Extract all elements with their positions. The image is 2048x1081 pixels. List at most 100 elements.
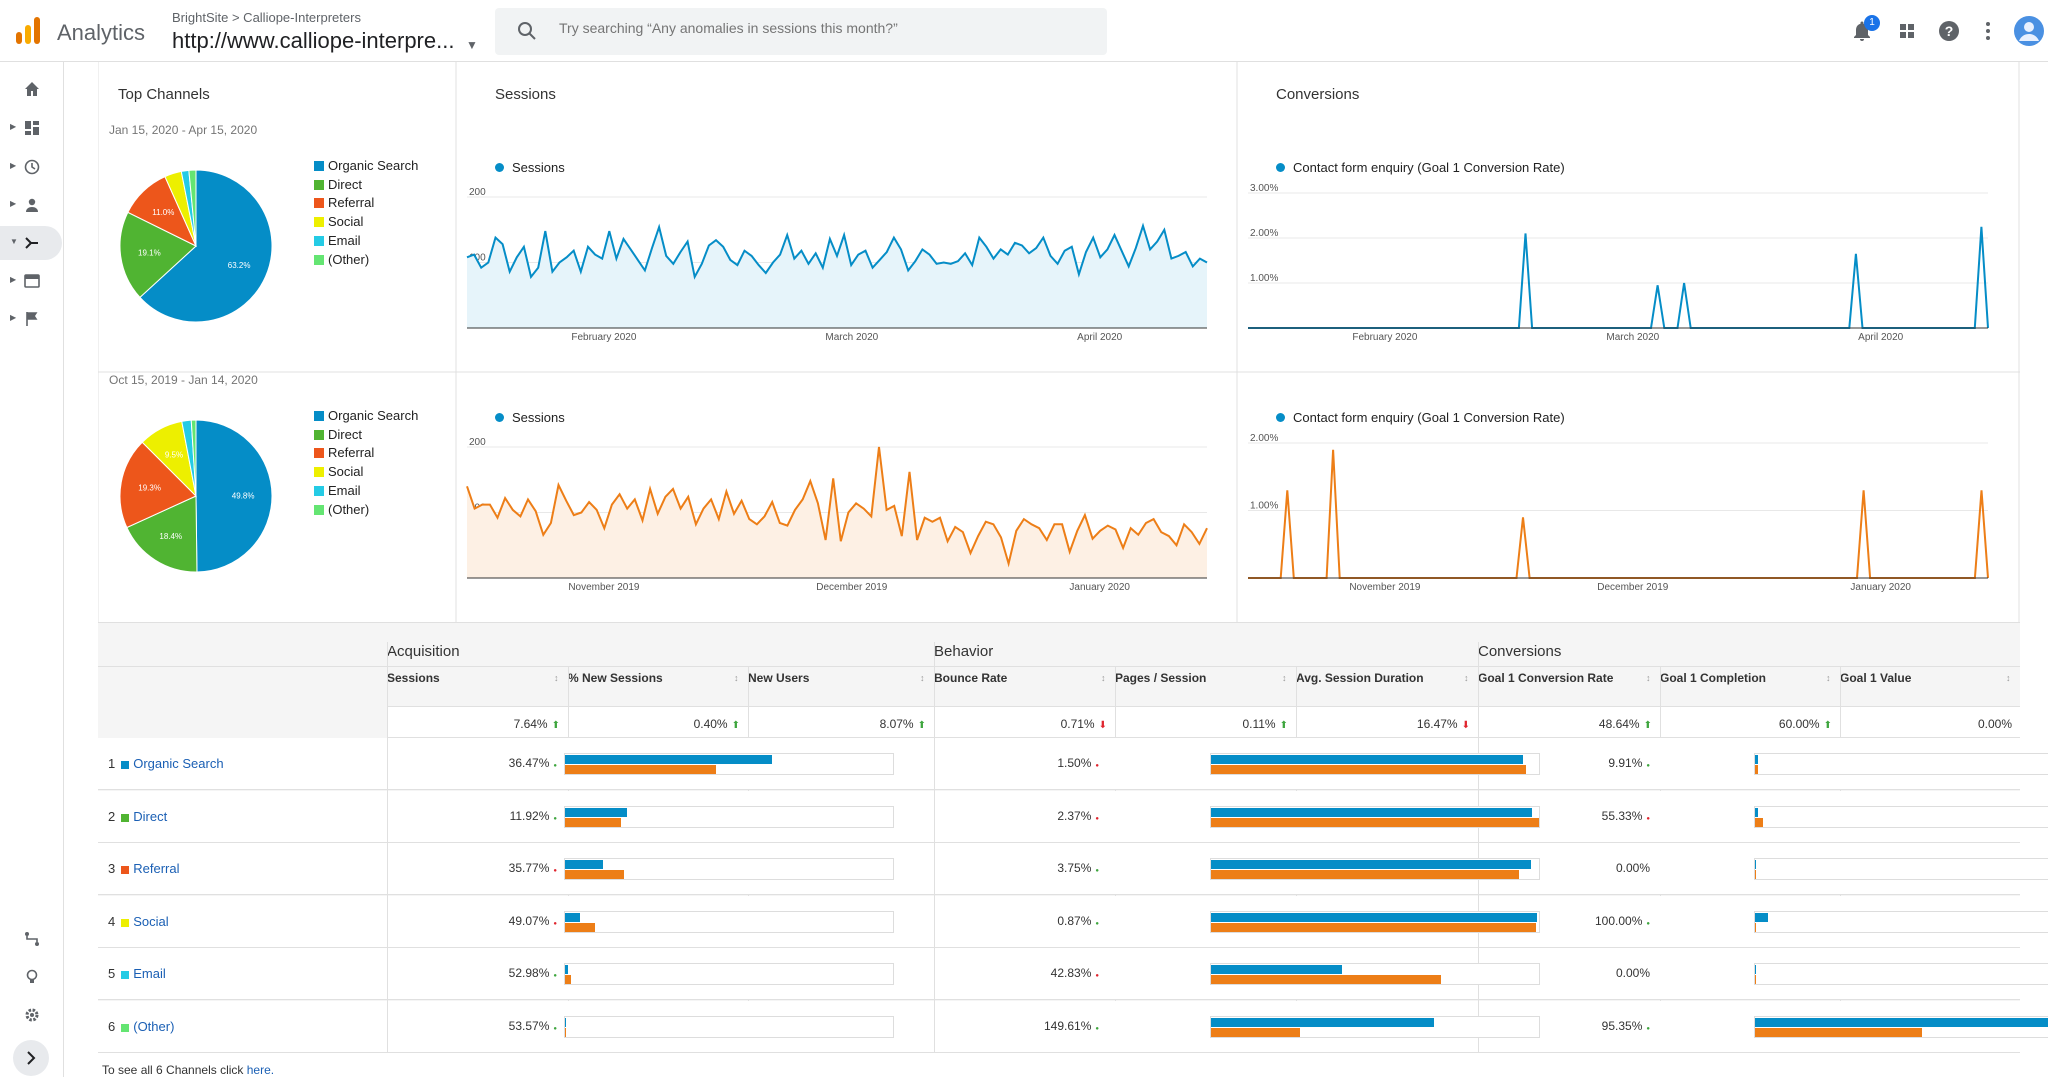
legend-swatch xyxy=(314,504,324,515)
sort-icon[interactable]: ↕ xyxy=(1646,673,1651,683)
pie-slice-label: 11.0% xyxy=(152,208,174,217)
pie-slice-other[interactable] xyxy=(188,169,197,247)
sort-icon[interactable]: ↕ xyxy=(734,673,739,683)
sidebar-item-acquisition[interactable]: ▼ xyxy=(0,226,62,260)
row-channel-3[interactable]: 3 Referral xyxy=(108,861,180,876)
help-icon[interactable]: ? xyxy=(1937,19,1961,43)
arrow-down-icon: ⬇ xyxy=(1461,720,1470,731)
see-all-link[interactable]: here. xyxy=(246,1063,275,1077)
sidebar-item-audience[interactable]: ▶ xyxy=(0,188,62,222)
sort-icon[interactable]: ↕ xyxy=(554,673,559,683)
sidebar-item-discover[interactable] xyxy=(0,960,62,994)
column-header[interactable]: Pages / Session xyxy=(1115,671,1207,685)
legend-item[interactable]: Social xyxy=(314,214,363,229)
breadcrumb[interactable]: BrightSite > Calliope-Interpreters xyxy=(172,10,361,25)
legend-swatch xyxy=(314,254,324,265)
sessions-cell: 35.77% ● xyxy=(508,861,557,875)
arrow-up-icon: ⬆ xyxy=(1643,720,1652,731)
legend-item[interactable]: Email xyxy=(314,483,361,498)
pie-slice-label: 19.1% xyxy=(138,249,161,258)
series-line[interactable] xyxy=(466,446,1208,568)
sort-icon[interactable]: ↕ xyxy=(920,673,925,683)
row-channel-5[interactable]: 5 Email xyxy=(108,966,166,981)
column-header[interactable]: Bounce Rate xyxy=(934,671,1008,685)
column-header[interactable]: Avg. Session Duration xyxy=(1296,671,1424,685)
more-vert-icon[interactable] xyxy=(1976,19,2000,43)
sidebar-item-realtime[interactable]: ▶ xyxy=(0,150,62,184)
search-box[interactable] xyxy=(495,8,1107,55)
legend-item[interactable]: (Other) xyxy=(314,252,369,267)
sessions-cell: 36.47% ● xyxy=(508,756,557,770)
series-line[interactable] xyxy=(1248,449,1989,579)
table-row[interactable] xyxy=(98,790,2020,843)
channel-swatch xyxy=(121,866,130,874)
legend-swatch xyxy=(314,217,324,228)
analytics-logo-icon[interactable] xyxy=(14,16,42,44)
pie-slice-organic-search[interactable] xyxy=(195,419,273,573)
column-header[interactable]: % New Sessions xyxy=(568,671,663,685)
table-row[interactable] xyxy=(98,843,2020,895)
sort-icon[interactable]: ↕ xyxy=(2006,673,2011,683)
sidebar-item-conversions[interactable]: ▶ xyxy=(0,302,62,336)
sort-icon[interactable]: ↕ xyxy=(1101,673,1106,683)
sessions-bar-track xyxy=(564,858,894,880)
caret-right-icon: ▶ xyxy=(10,313,17,322)
property-selector[interactable]: http://www.calliope-interpre... xyxy=(172,28,455,53)
sort-icon[interactable]: ↕ xyxy=(1282,673,1287,683)
legend-item[interactable]: (Other) xyxy=(314,502,369,517)
row-channel-1[interactable]: 1 Organic Search xyxy=(108,756,224,771)
legend-label: Referral xyxy=(328,195,375,211)
goal-bar-previous xyxy=(1755,922,1756,932)
legend-item[interactable]: Email xyxy=(314,233,361,248)
column-header[interactable]: Sessions xyxy=(387,671,440,685)
legend-swatch xyxy=(314,485,324,496)
pie-slice-label: 18.4% xyxy=(159,532,182,541)
sidebar-item-admin[interactable] xyxy=(0,998,62,1032)
column-header[interactable]: Goal 1 Value xyxy=(1840,671,1912,685)
legend-item[interactable]: Referral xyxy=(314,445,374,460)
apps-grid-icon[interactable] xyxy=(1895,19,1919,43)
sidebar-item-customization[interactable]: ▶ xyxy=(0,111,62,145)
goal-bar-previous xyxy=(1755,817,1764,827)
pie-slice-direct[interactable] xyxy=(126,495,198,573)
sort-icon[interactable]: ↕ xyxy=(1826,673,1831,683)
row-channel-6[interactable]: 6 (Other) xyxy=(108,1018,175,1034)
series-line[interactable] xyxy=(1248,226,1989,329)
table-row[interactable] xyxy=(98,895,2020,948)
series-line[interactable] xyxy=(466,222,1208,280)
pie-slice-label: 19.3% xyxy=(138,484,161,493)
column-header[interactable]: New Users xyxy=(748,671,810,685)
bounce-bar-current xyxy=(1211,807,1533,817)
sidebar-item-home[interactable] xyxy=(0,72,62,106)
legend-item[interactable]: Organic Search xyxy=(314,158,418,173)
column-header[interactable]: Goal 1 Conversion Rate xyxy=(1478,671,1614,685)
person-icon xyxy=(26,198,38,212)
table-row[interactable] xyxy=(98,738,2020,790)
group-header-behavior: Behavior xyxy=(934,643,994,660)
pie-slice-referral[interactable] xyxy=(119,441,197,529)
pie-slice-organic-search[interactable] xyxy=(139,169,273,323)
bounce-bar-previous xyxy=(1211,922,1536,932)
avatar[interactable] xyxy=(2014,16,2044,46)
arrow-up-icon: ⬆ xyxy=(731,720,740,731)
table-row[interactable] xyxy=(98,1000,2020,1053)
expand-sidebar-button[interactable] xyxy=(13,1040,49,1076)
legend-item[interactable]: Direct xyxy=(314,427,362,442)
search-input[interactable] xyxy=(559,20,1079,36)
goal-bar-current xyxy=(1755,912,1769,922)
sort-icon[interactable]: ↕ xyxy=(1464,673,1469,683)
column-header[interactable]: Goal 1 Completion xyxy=(1660,671,1767,685)
pie-slice-direct[interactable] xyxy=(119,211,197,299)
goal-rate-cell: 9.91% ● xyxy=(1608,756,1650,770)
row-channel-2[interactable]: 2 Direct xyxy=(108,808,168,824)
row-channel-4[interactable]: 4 Social xyxy=(108,913,169,929)
legend-item[interactable]: Direct xyxy=(314,177,362,192)
legend-item[interactable]: Organic Search xyxy=(314,408,418,423)
table-row[interactable] xyxy=(98,948,2020,1000)
legend-item[interactable]: Referral xyxy=(314,195,374,210)
pie-slice-other[interactable] xyxy=(190,419,197,497)
legend-item[interactable]: Social xyxy=(314,464,363,479)
sidebar-item-attribution[interactable] xyxy=(0,922,62,956)
caret-down-icon[interactable]: ▼ xyxy=(466,38,478,52)
sidebar-item-behavior[interactable]: ▶ xyxy=(0,264,62,298)
